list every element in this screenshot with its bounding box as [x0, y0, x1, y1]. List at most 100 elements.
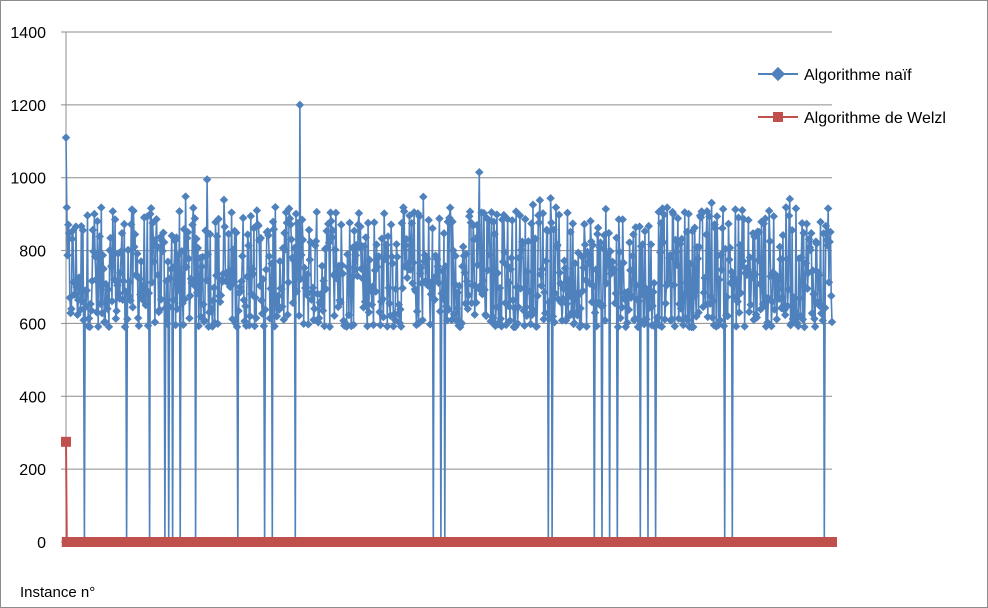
data-point-naif: [166, 274, 175, 283]
data-point-naif: [71, 222, 81, 231]
data-point-naif: [242, 272, 252, 282]
data-point-naif: [120, 322, 130, 332]
data-point-naif: [432, 271, 441, 280]
data-point-naif: [96, 299, 105, 309]
data-point-naif: [500, 247, 509, 257]
y-tick-label: 800: [19, 244, 46, 261]
data-point-naif: [337, 220, 346, 229]
data-point-naif: [189, 280, 199, 290]
data-point-naif: [535, 196, 545, 205]
data-point-naif: [174, 285, 183, 294]
data-point-naif: [488, 313, 498, 322]
data-point-naif: [165, 302, 174, 312]
data-point-naif: [478, 276, 488, 285]
data-point-naif: [183, 228, 193, 237]
data-point-naif: [287, 235, 296, 244]
data-point-naif: [589, 282, 598, 291]
data-point-naif: [801, 259, 811, 268]
data-point-naif: [379, 209, 389, 218]
data-point-naif: [64, 220, 73, 230]
data-point-naif: [754, 256, 763, 265]
data-point-naif: [158, 246, 167, 256]
data-point-naif: [106, 233, 115, 243]
data-point-naif: [463, 304, 473, 314]
data-point-naif: [547, 218, 556, 227]
data-point-naif: [707, 198, 716, 208]
data-point-naif: [506, 265, 515, 274]
data-point-naif: [327, 233, 337, 242]
data-point-naif: [626, 265, 635, 275]
data-point-naif: [100, 317, 110, 327]
data-point-naif: [399, 207, 409, 216]
data-point-naif: [717, 265, 726, 275]
data-point-naif: [630, 314, 640, 323]
data-point-naif: [268, 217, 278, 227]
data-point-naif: [332, 273, 341, 283]
data-point-naif: [712, 212, 722, 221]
data-point-naif: [271, 202, 280, 212]
data-point-naif: [316, 290, 325, 299]
data-point-naif: [826, 291, 836, 301]
data-point-naif: [344, 310, 354, 320]
data-point-naif: [152, 215, 161, 224]
gridlines: [66, 31, 832, 470]
data-point-naif: [577, 321, 586, 330]
data-point-naif: [136, 257, 146, 266]
data-point-naif: [723, 311, 732, 321]
data-point-naif: [685, 259, 695, 268]
data-point-naif: [172, 233, 181, 242]
data-point-naif: [439, 229, 449, 238]
data-point-naif: [784, 285, 793, 294]
data-point-naif: [327, 216, 336, 226]
data-point-naif: [280, 228, 289, 238]
data-point-naif: [147, 278, 157, 287]
data-point-naif: [514, 302, 523, 312]
data-point-naif: [402, 273, 412, 282]
data-point-naif: [490, 229, 499, 239]
data-point-naif: [319, 276, 328, 285]
data-point-naif: [656, 248, 665, 257]
data-point-naif: [777, 293, 787, 302]
data-point-naif: [270, 322, 279, 331]
data-point-naif: [317, 261, 327, 271]
data-point-naif: [715, 275, 724, 284]
data-point-naif: [770, 305, 779, 314]
data-point-naif: [362, 300, 371, 310]
data-point-naif: [98, 250, 108, 260]
data-point-naif: [238, 213, 248, 223]
data-point-naif: [539, 314, 548, 324]
data-point-naif: [118, 295, 127, 305]
legend-label-naif: Algorithme naïf: [804, 67, 912, 84]
data-point-naif: [648, 301, 657, 311]
data-point-naif: [568, 219, 578, 228]
data-point-naif: [75, 278, 85, 287]
data-point-naif: [70, 290, 80, 299]
data-point-naif: [220, 222, 229, 231]
data-point-naif: [670, 321, 680, 331]
data-point-naif: [245, 311, 255, 321]
data-point-naif: [624, 305, 634, 315]
data-point-naif: [743, 265, 752, 274]
data-point-naif: [457, 319, 466, 328]
data-point-naif: [803, 284, 812, 293]
data-point-naif: [172, 304, 182, 314]
data-point-naif: [767, 297, 777, 306]
data-point-naif: [108, 207, 118, 216]
data-point-naif: [386, 220, 396, 229]
data-point-naif: [63, 250, 72, 260]
data-point-naif: [110, 215, 120, 224]
data-point-naif: [579, 263, 588, 272]
series-algorithme-de-welzl: [61, 436, 837, 547]
data-point-naif: [470, 310, 479, 319]
data-point-naif: [130, 230, 140, 239]
data-point-naif: [129, 206, 138, 216]
data-point-naif: [382, 240, 391, 250]
data-point-naif: [93, 217, 102, 226]
data-point-naif: [338, 269, 348, 278]
data-point-naif: [810, 314, 819, 323]
data-point-naif: [783, 301, 792, 311]
data-point-naif: [91, 275, 101, 285]
data-point-naif: [660, 314, 670, 324]
data-point-naif: [445, 203, 455, 213]
data-point-naif: [202, 276, 211, 285]
